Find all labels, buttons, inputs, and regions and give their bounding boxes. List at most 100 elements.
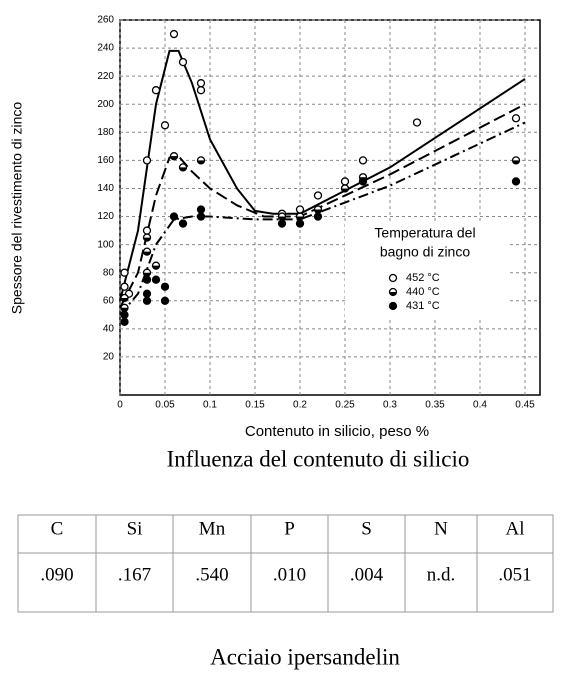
marker: [196, 212, 206, 221]
x-axis-label: Contenuto in silicio, peso %: [245, 423, 429, 440]
marker: [142, 156, 152, 165]
y-tick-label: 20: [103, 352, 115, 363]
y-tick-label: 160: [97, 155, 114, 166]
marker-half: [296, 216, 304, 221]
figure-caption: Influenza del contenuto di silicio: [167, 446, 470, 471]
marker: [160, 282, 170, 291]
x-tick-label: 0: [117, 400, 123, 411]
marker: [151, 86, 161, 95]
marker: [511, 177, 521, 186]
marker: [120, 310, 129, 319]
y-tick-label: 140: [97, 183, 114, 194]
y-tick-label: 40: [103, 323, 115, 334]
y-tick-label: 220: [97, 71, 114, 82]
legend-label: 431 °C: [406, 300, 440, 312]
marker-half: [512, 160, 520, 164]
marker: [196, 79, 206, 88]
marker-half: [152, 265, 160, 270]
marker-half: [143, 272, 151, 277]
y-tick-label: 180: [97, 127, 114, 138]
marker: [313, 191, 323, 200]
y-tick-label: 80: [103, 267, 115, 278]
marker-half: [170, 156, 178, 160]
marker-half: [143, 251, 151, 256]
table-header: S: [361, 518, 372, 539]
marker-half: [143, 237, 151, 242]
legend-bg: [345, 222, 510, 317]
marker: [120, 282, 129, 291]
table-cell: .010: [273, 564, 306, 585]
marker: [160, 121, 170, 130]
table-cell: n.d.: [427, 564, 456, 585]
marker: [313, 212, 323, 221]
table-cell: .051: [498, 564, 531, 585]
table-header: Al: [506, 518, 525, 539]
marker: [142, 275, 152, 284]
table: [17, 514, 554, 613]
curve: [119, 121, 526, 316]
table-header: P: [284, 518, 295, 539]
table-header: Si: [127, 518, 143, 539]
marker: [295, 205, 305, 214]
y-tick-label: 240: [97, 43, 114, 54]
legend-title: Temperatura del: [374, 225, 475, 241]
marker: [388, 273, 398, 283]
table-header: N: [434, 518, 448, 539]
marker-half: [179, 167, 187, 171]
x-tick-label: 0.4: [473, 400, 487, 411]
marker: [358, 177, 368, 186]
y-tick-label: 200: [97, 99, 114, 110]
marker-half: [278, 216, 286, 221]
footer: Acciaio ipersandelin: [210, 644, 400, 669]
x-tick-label: 0.2: [293, 400, 307, 411]
x-tick-label: 0.15: [245, 400, 265, 411]
legend-title: bagno di zinco: [380, 244, 471, 260]
marker: [142, 289, 152, 298]
marker-half: [197, 160, 205, 164]
marker: [412, 118, 422, 127]
x-tick-label: 0.3: [383, 400, 397, 411]
marker-half: [389, 292, 397, 296]
legend-label: 440 °C: [406, 286, 440, 298]
table-cell: .540: [195, 564, 228, 585]
marker-half: [121, 307, 128, 312]
marker: [388, 301, 398, 311]
x-tick-label: 0.45: [515, 400, 535, 411]
marker-half: [341, 188, 349, 192]
marker-half: [314, 209, 322, 214]
table-cell: .004: [350, 564, 384, 585]
table-header: C: [51, 518, 64, 539]
marker: [169, 29, 179, 39]
marker: [511, 114, 521, 123]
marker: [120, 268, 129, 277]
x-tick-label: 0.05: [155, 400, 175, 411]
marker: [151, 275, 161, 284]
marker: [340, 177, 350, 186]
marker: [160, 296, 170, 305]
y-tick-label: 120: [97, 211, 114, 222]
table-cell: .167: [118, 564, 151, 585]
table-cell: .090: [40, 564, 73, 585]
marker: [295, 219, 305, 228]
table-border: [17, 514, 554, 613]
marker-half: [121, 297, 128, 302]
marker: [178, 57, 188, 67]
x-tick-label: 0.35: [425, 400, 445, 411]
marker: [277, 219, 287, 228]
marker: [142, 296, 152, 305]
y-tick-label: 260: [97, 15, 114, 26]
marker: [358, 156, 368, 165]
marker: [178, 219, 188, 228]
y-tick-label: 60: [103, 295, 115, 306]
y-tick-label: 100: [97, 239, 114, 250]
table-header: Mn: [199, 518, 226, 539]
y-axis-label: Spessore del rivestimento di zinco: [9, 102, 25, 315]
marker: [120, 317, 129, 326]
marker: [142, 226, 152, 235]
marker: [196, 205, 206, 214]
x-tick-label: 0.25: [335, 400, 355, 411]
legend-label: 452 °C: [406, 272, 440, 284]
marker: [169, 212, 179, 221]
x-tick-label: 0.1: [203, 400, 217, 411]
